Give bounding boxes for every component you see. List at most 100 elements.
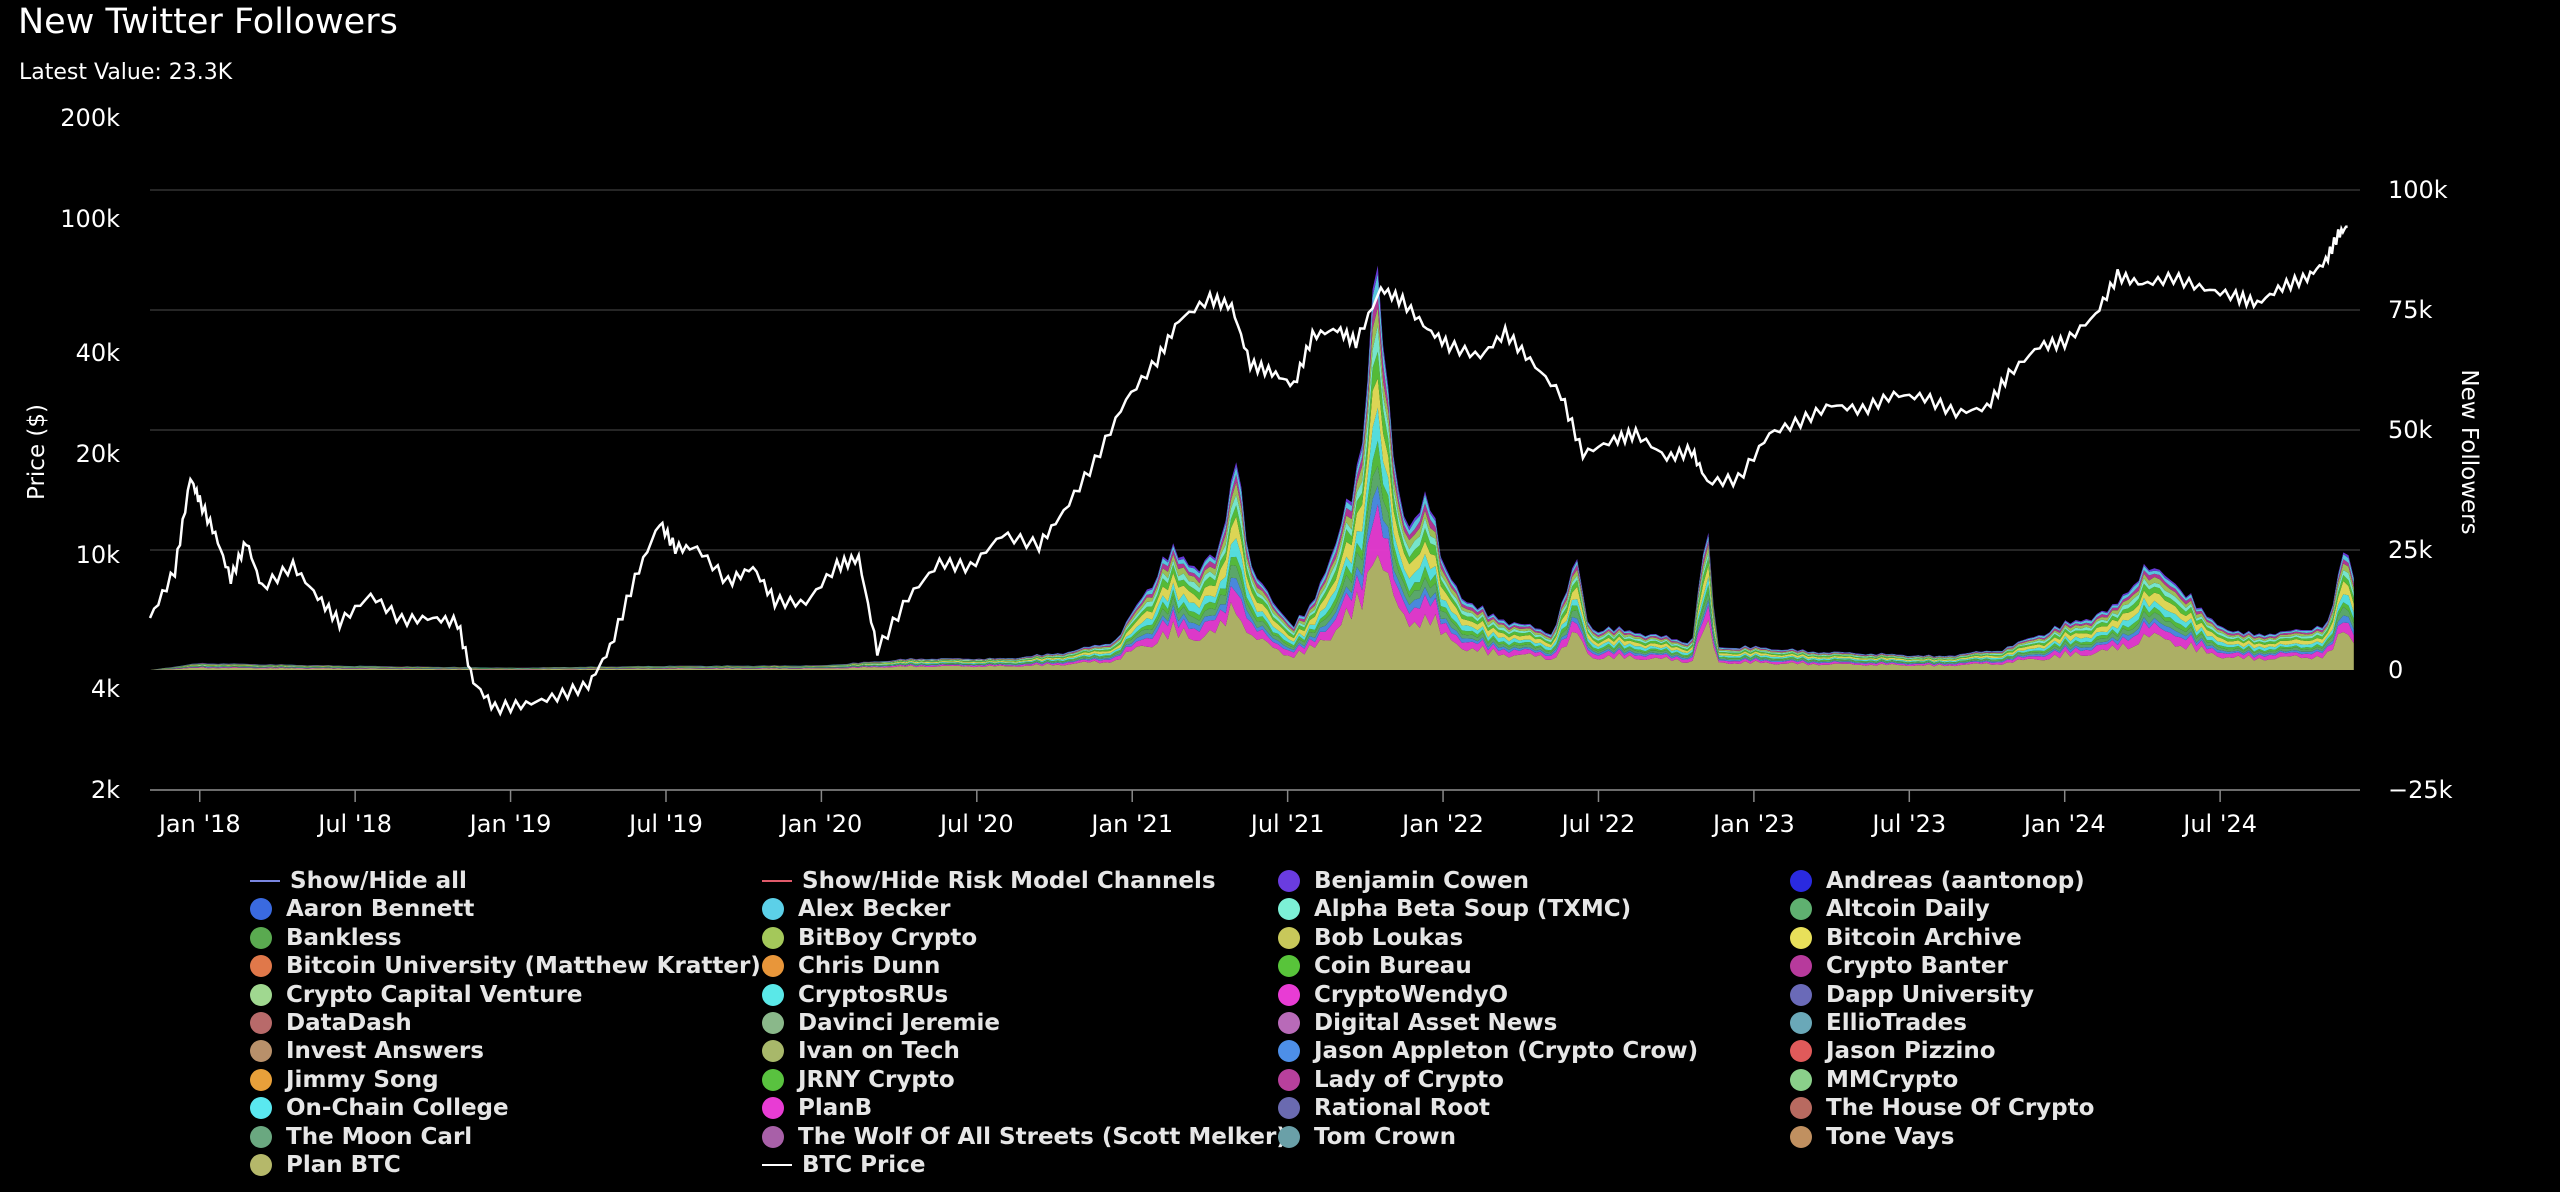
legend-dot-marker [762, 1125, 784, 1148]
legend-dot-marker [762, 1040, 784, 1063]
legend-item[interactable]: Davinci Jeremie [762, 1009, 1000, 1037]
legend-dot-marker [1790, 870, 1812, 892]
left-tick-label: 2k [91, 776, 120, 804]
legend-label: Invest Answers [286, 1038, 484, 1065]
left-tick-label: 200k [60, 104, 120, 132]
legend-dot-marker [1790, 1125, 1812, 1148]
right-tick-label: 25k [2388, 536, 2433, 564]
legend-item[interactable]: Jason Pizzino [1790, 1037, 1996, 1065]
legend-label: Davinci Jeremie [798, 1010, 1000, 1036]
legend-item[interactable]: Altcoin Daily [1790, 895, 1990, 923]
legend-item[interactable]: JRNY Crypto [762, 1066, 955, 1094]
legend-item[interactable]: Plan BTC [250, 1151, 401, 1179]
legend-item[interactable]: BitBoy Crypto [762, 924, 977, 952]
legend-item[interactable]: Bitcoin Archive [1790, 924, 2022, 952]
legend-label: Bitcoin University (Matthew Kratter) [286, 953, 761, 980]
legend-item[interactable]: Tom Crown [1278, 1123, 1456, 1151]
x-tick-label: Jul '18 [316, 810, 392, 838]
legend-dot-marker [1790, 898, 1812, 921]
legend-dot-marker [1278, 983, 1300, 1006]
legend-dot-marker [1278, 926, 1300, 949]
legend-label: Alpha Beta Soup (TXMC) [1314, 896, 1632, 923]
btc-price-line [148, 224, 2348, 717]
legend-item[interactable]: EllioTrades [1790, 1009, 1967, 1037]
legend-item[interactable]: Show/Hide Risk Model Channels [762, 867, 1216, 895]
legend-item[interactable]: Alex Becker [762, 895, 951, 923]
legend-label: Digital Asset News [1314, 1010, 1558, 1036]
legend-item[interactable]: BTC Price [762, 1151, 925, 1179]
legend-label: BitBoy Crypto [798, 924, 978, 951]
legend-label: Bob Loukas [1314, 924, 1464, 951]
right-tick-label: −25k [2388, 776, 2453, 804]
legend-label: On-Chain College [286, 1095, 509, 1122]
legend-line-marker [762, 1164, 792, 1166]
legend-item[interactable]: On-Chain College [250, 1094, 509, 1122]
legend-item[interactable]: Aaron Bennett [250, 895, 474, 923]
legend-item[interactable]: Bitcoin University (Matthew Kratter) [250, 952, 761, 980]
legend-item[interactable]: Invest Answers [250, 1037, 484, 1065]
legend-item[interactable]: Andreas (aantonop) [1790, 867, 2085, 895]
legend-label: Plan BTC [286, 1152, 401, 1178]
legend-label: The House Of Crypto [1826, 1095, 2095, 1122]
legend-dot-marker [1790, 1040, 1812, 1063]
legend-label: Show/Hide all [290, 868, 467, 894]
legend-label: MMCrypto [1826, 1066, 1959, 1093]
legend-dot-marker [1790, 1068, 1812, 1091]
legend-item[interactable]: Chris Dunn [762, 952, 940, 980]
legend-dot-marker [1790, 1097, 1812, 1120]
legend-dot-marker [250, 1154, 272, 1176]
legend-item[interactable]: Dapp University [1790, 981, 2034, 1009]
legend-dot-marker [762, 1068, 784, 1091]
legend-item[interactable]: Show/Hide all [250, 867, 467, 895]
x-tick-label: Jan '23 [1711, 810, 1795, 838]
legend-item[interactable]: Benjamin Cowen [1278, 867, 1529, 895]
legend-label: Lady of Crypto [1314, 1066, 1504, 1093]
right-axis-label: New Followers [2456, 369, 2482, 534]
left-axis-label: Price ($) [24, 404, 50, 500]
legend-item[interactable]: Ivan on Tech [762, 1037, 960, 1065]
left-tick-label: 4k [91, 675, 120, 703]
series-area [150, 554, 2354, 670]
legend-dot-marker [250, 1040, 272, 1063]
legend-dot-marker [762, 983, 784, 1006]
legend-label: Benjamin Cowen [1314, 868, 1530, 894]
legend-label: DataDash [286, 1010, 412, 1036]
legend-item[interactable]: Jason Appleton (Crypto Crow) [1278, 1037, 1698, 1065]
legend-item[interactable]: CryptoWendyO [1278, 981, 1508, 1009]
left-tick-label: 20k [76, 440, 121, 468]
legend-line-marker [250, 880, 280, 882]
legend-label: Crypto Banter [1826, 953, 2008, 980]
legend-item[interactable]: The Wolf Of All Streets (Scott Melker) [762, 1123, 1287, 1151]
legend-item[interactable]: Digital Asset News [1278, 1009, 1557, 1037]
x-tick-label: Jul '20 [938, 810, 1014, 838]
legend-label: Jason Pizzino [1826, 1038, 1996, 1065]
legend-item[interactable]: Jimmy Song [250, 1066, 439, 1094]
legend-item[interactable]: Crypto Banter [1790, 952, 2008, 980]
legend-item[interactable]: Alpha Beta Soup (TXMC) [1278, 895, 1631, 923]
legend-item[interactable]: DataDash [250, 1009, 412, 1037]
legend-label: Altcoin Daily [1826, 896, 1990, 923]
right-tick-label: 50k [2388, 416, 2433, 444]
legend-dot-marker [1790, 1012, 1812, 1034]
legend-dot-marker [762, 1012, 784, 1034]
legend-item[interactable]: Coin Bureau [1278, 952, 1472, 980]
legend-dot-marker [1278, 870, 1300, 892]
x-tick-label: Jul '22 [1560, 810, 1636, 838]
legend-dot-marker [1278, 1068, 1300, 1091]
legend-item[interactable]: The House Of Crypto [1790, 1094, 2094, 1122]
x-tick-label: Jul '24 [2181, 810, 2257, 838]
legend-item[interactable]: Rational Root [1278, 1094, 1490, 1122]
legend-item[interactable]: Lady of Crypto [1278, 1066, 1504, 1094]
legend-item[interactable]: PlanB [762, 1094, 872, 1122]
legend-item[interactable]: Crypto Capital Venture [250, 981, 582, 1009]
chart-title: New Twitter Followers [18, 2, 398, 42]
legend-item[interactable]: MMCrypto [1790, 1066, 1958, 1094]
x-tick-label: Jul '19 [627, 810, 703, 838]
legend-label: The Wolf Of All Streets (Scott Melker) [798, 1123, 1287, 1150]
legend-label: Coin Bureau [1314, 953, 1472, 980]
legend-item[interactable]: Tone Vays [1790, 1123, 1954, 1151]
legend-item[interactable]: CryptosRUs [762, 981, 948, 1009]
legend-item[interactable]: The Moon Carl [250, 1123, 472, 1151]
legend-item[interactable]: Bankless [250, 924, 402, 952]
legend-item[interactable]: Bob Loukas [1278, 924, 1463, 952]
